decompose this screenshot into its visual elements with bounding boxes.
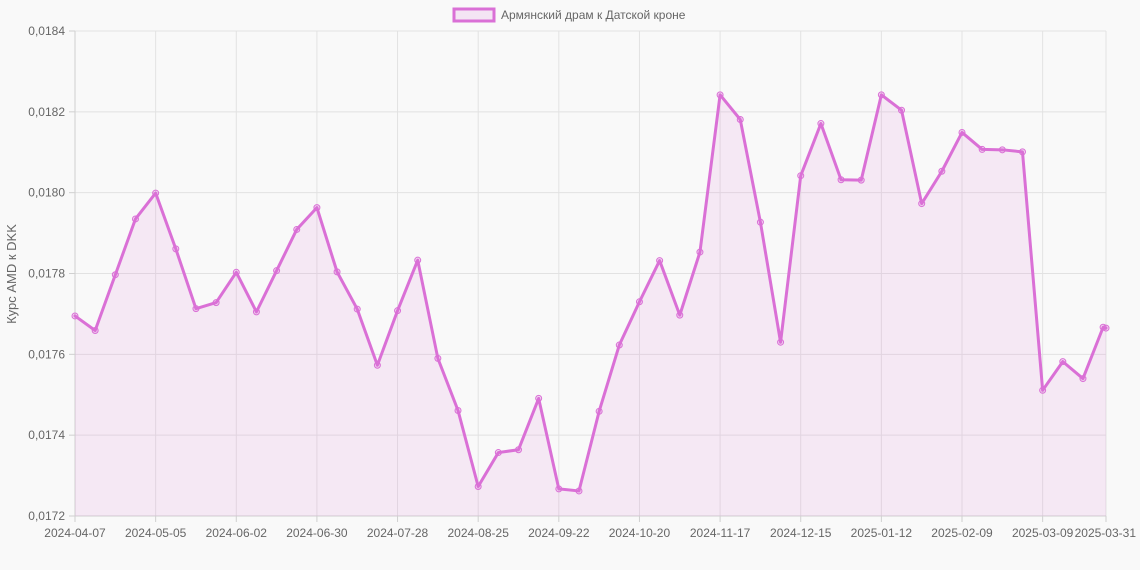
data-point[interactable]	[434, 354, 442, 362]
data-point[interactable]	[797, 172, 805, 180]
data-point[interactable]	[373, 361, 381, 369]
data-point[interactable]	[333, 268, 341, 276]
data-point[interactable]	[515, 446, 523, 454]
x-tick-label: 2024-04-07	[44, 526, 106, 540]
data-point[interactable]	[898, 106, 906, 114]
y-tick-label: 0,0172	[28, 509, 65, 523]
data-point[interactable]	[232, 268, 240, 276]
x-tick-label: 2025-03-09	[1012, 526, 1074, 540]
x-tick-label: 2024-08-25	[447, 526, 509, 540]
data-point[interactable]	[918, 200, 926, 208]
data-point[interactable]	[938, 167, 946, 175]
x-tick-label: 2024-09-22	[528, 526, 590, 540]
data-point[interactable]	[736, 116, 744, 124]
y-tick-label: 0,0180	[28, 186, 65, 200]
data-point[interactable]	[273, 267, 281, 275]
legend-swatch[interactable]	[452, 7, 496, 23]
data-point[interactable]	[394, 307, 402, 315]
data-point[interactable]	[676, 311, 684, 319]
data-point[interactable]	[192, 305, 200, 313]
data-point[interactable]	[212, 299, 220, 307]
x-tick-label: 2024-10-20	[609, 526, 671, 540]
data-point[interactable]	[575, 487, 583, 495]
data-point[interactable]	[877, 91, 885, 99]
data-point[interactable]	[91, 326, 99, 334]
data-point[interactable]	[535, 394, 543, 402]
data-point[interactable]	[656, 257, 664, 265]
data-point[interactable]	[716, 91, 724, 99]
y-axis-ticks: 0,0172 0,0174 0,0176 0,0178 0,0180 0,0182 0,01…	[28, 24, 75, 523]
data-point[interactable]	[958, 128, 966, 136]
series-line-path	[73, 93, 1108, 493]
y-tick-label: 0,0184	[28, 24, 65, 38]
series-area	[75, 94, 1106, 517]
y-tick-label: 0,0182	[28, 105, 65, 119]
data-point[interactable]	[555, 485, 563, 493]
legend-label[interactable]: Армянский драм к Датской кроне	[501, 8, 686, 22]
data-point[interactable]	[414, 256, 422, 264]
area-fill	[75, 94, 1106, 517]
x-tick-label: 2024-12-15	[770, 526, 832, 540]
data-point[interactable]	[172, 245, 180, 253]
data-point[interactable]	[131, 215, 139, 223]
data-point[interactable]	[635, 298, 643, 306]
data-point[interactable]	[998, 146, 1006, 154]
data-points	[71, 91, 1110, 495]
data-point[interactable]	[1039, 386, 1047, 394]
data-point[interactable]	[777, 338, 785, 346]
x-tick-label: 2024-07-28	[367, 526, 429, 540]
data-point[interactable]	[293, 225, 301, 233]
series-line	[73, 93, 1108, 493]
y-tick-label: 0,0178	[28, 267, 65, 281]
x-tick-label: 2024-05-05	[125, 526, 187, 540]
data-point[interactable]	[857, 176, 865, 184]
y-tick-label: 0,0174	[28, 428, 65, 442]
x-tick-label: 2024-06-02	[206, 526, 268, 540]
legend[interactable]: Армянский драм к Датской кроне	[452, 7, 686, 23]
x-tick-label: 2024-11-17	[690, 526, 751, 540]
data-point[interactable]	[756, 218, 764, 226]
data-point[interactable]	[1079, 375, 1087, 383]
data-point[interactable]	[1018, 148, 1026, 156]
data-point[interactable]	[837, 176, 845, 184]
data-point[interactable]	[252, 308, 260, 316]
data-point[interactable]	[1059, 358, 1067, 366]
x-tick-label: 2025-01-12	[851, 526, 913, 540]
data-point[interactable]	[111, 271, 119, 279]
data-point[interactable]	[353, 305, 361, 313]
y-axis-title: Курс AMD к DKK	[4, 224, 19, 324]
x-axis-ticks: 2024-04-07 2024-05-05 2024-06-02 2024-06-30…	[44, 516, 1136, 540]
data-point[interactable]	[454, 407, 462, 415]
data-point[interactable]	[474, 482, 482, 490]
data-point[interactable]	[615, 341, 623, 349]
data-point[interactable]	[71, 312, 79, 320]
data-point[interactable]	[595, 407, 603, 415]
data-point[interactable]	[978, 145, 986, 153]
y-tick-label: 0,0176	[28, 347, 65, 361]
x-tick-label: 2025-03-31	[1075, 526, 1137, 540]
data-point[interactable]	[313, 204, 321, 212]
data-point[interactable]	[817, 120, 825, 128]
x-tick-label: 2024-06-30	[286, 526, 348, 540]
data-point[interactable]	[696, 248, 704, 256]
data-point[interactable]	[494, 449, 502, 457]
data-point[interactable]	[152, 189, 160, 197]
x-tick-label: 2025-02-09	[931, 526, 993, 540]
data-point[interactable]	[1102, 324, 1110, 332]
